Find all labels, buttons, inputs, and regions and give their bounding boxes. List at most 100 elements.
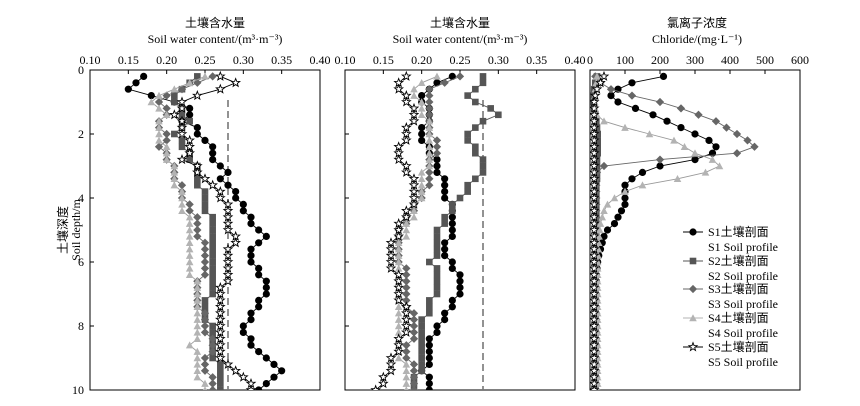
panel1-series bbox=[124, 70, 286, 390]
data-point-s4 bbox=[193, 354, 202, 362]
data-point-s2 bbox=[217, 373, 224, 381]
data-point-s2 bbox=[201, 201, 209, 208]
data-point-s1 bbox=[224, 181, 232, 189]
data-point-s4 bbox=[394, 315, 403, 323]
data-point-s4 bbox=[394, 354, 403, 362]
data-point-s5 bbox=[222, 224, 234, 235]
data-point-s3 bbox=[409, 385, 419, 390]
data-point-s2 bbox=[201, 297, 209, 304]
data-point-s2 bbox=[479, 73, 487, 80]
data-point-s3 bbox=[193, 232, 202, 241]
data-point-s4 bbox=[193, 367, 202, 375]
data-point-s2 bbox=[479, 79, 487, 87]
data-point-s3 bbox=[200, 238, 210, 247]
data-point-s1 bbox=[193, 123, 201, 132]
data-point-s1 bbox=[448, 232, 456, 240]
data-point-s2 bbox=[433, 233, 441, 240]
data-point-s3 bbox=[425, 91, 434, 100]
x-tick-label: 0.35 bbox=[271, 53, 292, 67]
data-point-s4 bbox=[645, 130, 654, 138]
data-point-s5 bbox=[230, 237, 241, 248]
data-point-s2 bbox=[209, 226, 216, 234]
data-point-s2 bbox=[487, 105, 494, 112]
panel1-title-cn: 土壤含水量 bbox=[185, 15, 245, 30]
data-point-s4 bbox=[162, 111, 171, 119]
data-point-s3 bbox=[402, 289, 411, 299]
data-point-s2 bbox=[418, 348, 425, 355]
legend-entry-s1: S1土壤剖面 S1 Soil profile bbox=[683, 224, 778, 254]
data-point-s3 bbox=[627, 91, 637, 100]
x-tick-label: 0.10 bbox=[80, 53, 101, 67]
data-point-s5 bbox=[199, 173, 211, 184]
data-point-s4 bbox=[170, 162, 179, 170]
data-point-s2 bbox=[201, 207, 209, 215]
data-point-s4 bbox=[178, 200, 186, 208]
data-point-s4 bbox=[417, 194, 426, 202]
x-tick-label: 400 bbox=[721, 53, 739, 67]
data-point-s2 bbox=[201, 303, 209, 311]
data-point-s4 bbox=[417, 104, 426, 112]
data-point-s5 bbox=[401, 166, 412, 177]
data-point-s2 bbox=[433, 271, 441, 279]
x-tick-label: 0.15 bbox=[118, 53, 139, 67]
data-point-s4 bbox=[170, 175, 179, 183]
data-point-s5 bbox=[238, 371, 249, 382]
data-point-s1 bbox=[425, 380, 433, 388]
data-point-s3 bbox=[402, 347, 411, 356]
data-point-s4 bbox=[603, 200, 612, 208]
x-tick-label: 0.20 bbox=[156, 53, 177, 67]
data-point-s3 bbox=[732, 149, 742, 158]
data-point-s2 bbox=[433, 284, 441, 291]
data-point-s2 bbox=[449, 207, 456, 215]
data-point-s3 bbox=[711, 117, 721, 126]
data-point-s4 bbox=[394, 303, 403, 311]
data-point-s1 bbox=[425, 335, 433, 343]
data-point-s5 bbox=[176, 102, 188, 113]
data-point-s3 bbox=[599, 161, 609, 171]
data-point-s3 bbox=[200, 328, 210, 337]
data-point-s4 bbox=[596, 219, 605, 227]
data-point-s2 bbox=[426, 297, 433, 304]
data-point-s1 bbox=[441, 245, 449, 253]
data-point-s1 bbox=[448, 213, 456, 221]
data-point-s4 bbox=[162, 143, 171, 151]
data-point-s3 bbox=[655, 155, 665, 164]
data-point-s2 bbox=[464, 137, 471, 144]
data-point-s3 bbox=[208, 379, 217, 388]
data-point-s5 bbox=[595, 77, 606, 88]
data-point-s3 bbox=[208, 347, 217, 356]
data-point-s4 bbox=[402, 379, 411, 387]
data-point-s1 bbox=[247, 309, 255, 317]
data-point-s2 bbox=[594, 143, 601, 151]
x-tick-label: 300 bbox=[686, 53, 704, 67]
x-tick-label: 0.20 bbox=[411, 53, 432, 67]
data-point-s1 bbox=[456, 290, 464, 298]
data-point-s5 bbox=[192, 90, 203, 101]
data-point-s3 bbox=[425, 181, 434, 190]
data-point-s5 bbox=[393, 154, 404, 165]
data-point-s4 bbox=[410, 85, 418, 93]
data-point-s4 bbox=[425, 130, 434, 138]
data-point-s5 bbox=[215, 83, 226, 94]
data-point-s3 bbox=[200, 366, 210, 375]
series-line-s3 bbox=[158, 75, 214, 390]
data-point-s2 bbox=[209, 354, 216, 362]
legend-s1-cn: S1土壤剖面 bbox=[708, 224, 769, 239]
data-point-s4 bbox=[155, 104, 163, 112]
data-point-s4 bbox=[185, 245, 194, 253]
data-point-s1 bbox=[262, 380, 270, 388]
data-point-s3 bbox=[409, 315, 419, 324]
data-point-s3 bbox=[200, 264, 210, 273]
data-point-s4 bbox=[417, 181, 426, 189]
legend-entry-s2: S2土壤剖面 S2 Soil profile bbox=[683, 253, 778, 283]
data-point-s3 bbox=[425, 110, 434, 119]
data-point-s1 bbox=[255, 239, 263, 247]
data-point-s4 bbox=[193, 277, 202, 285]
data-point-s1 bbox=[441, 188, 449, 196]
data-point-s4 bbox=[691, 149, 699, 157]
data-point-s3 bbox=[162, 129, 171, 139]
data-point-s4 bbox=[185, 232, 194, 240]
data-point-s1 bbox=[239, 200, 247, 208]
data-point-s4 bbox=[600, 117, 608, 125]
